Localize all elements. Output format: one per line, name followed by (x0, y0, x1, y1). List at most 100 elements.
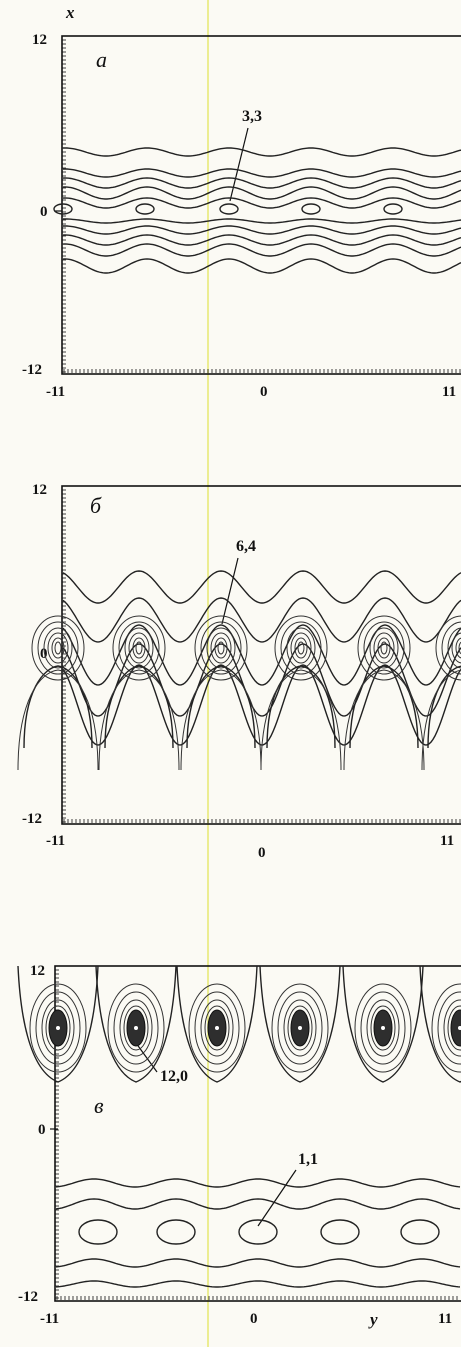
vortex-contour (41, 999, 75, 1057)
panel-b-contours (17, 570, 461, 771)
contour-line (62, 234, 461, 246)
panel-b-xtick-left: -11 (46, 833, 65, 849)
vortex-contour (128, 632, 150, 664)
vortex-contour (200, 999, 234, 1057)
outer-contour (419, 965, 461, 1083)
contour-island (78, 1219, 118, 1245)
vortex-contour (54, 641, 62, 655)
arch-contour (266, 665, 336, 749)
contour-island (53, 203, 73, 215)
panel-b: б 12 0 -12 -11 0 11 6,4 (17, 482, 461, 861)
outer-contour (95, 965, 177, 1083)
vortex-contour (200, 621, 242, 675)
panel-b-xtick-right: 11 (440, 833, 454, 849)
vortex-contour (441, 621, 461, 675)
vortex-contour (217, 641, 225, 655)
panel-a-letter: а (96, 47, 107, 72)
panel-c-frame (54, 965, 461, 1302)
contour-line (62, 570, 461, 604)
vortex-contour (123, 1005, 149, 1051)
vortex-contour (47, 632, 69, 664)
panel-c: в 12 0 -12 -11 0 y 11 12,0 1,1 (17, 963, 461, 1329)
arch-contour (186, 665, 256, 749)
contour-line (62, 597, 461, 643)
contour-line (62, 186, 461, 200)
vortex-contour (206, 627, 236, 669)
vortex-contour (431, 983, 461, 1073)
panel-a-contours (53, 147, 461, 274)
panel-c-xtick-mid: 0 (250, 1311, 258, 1327)
contour-line (55, 1178, 461, 1188)
vortex-contour (43, 627, 73, 669)
contour-island (238, 1219, 278, 1245)
vortex-core (450, 1009, 461, 1047)
arch-contour (343, 669, 425, 771)
panel-a-ylabel: x (65, 3, 75, 22)
vortex-contour (274, 615, 328, 681)
vortex-contour (373, 632, 395, 664)
contour-line (62, 243, 461, 257)
vortex-contour (280, 621, 322, 675)
vortex-contour (31, 615, 85, 681)
panel-a: x а 12 0 -12 -11 0 11 3,3 (22, 3, 461, 400)
panel-c-xtick-right: 11 (438, 1311, 452, 1327)
vortex-contour (369, 627, 399, 669)
contour-line (63, 225, 461, 235)
vortex-contour (45, 1005, 71, 1051)
panel-a-annotation: 3,3 (242, 108, 262, 125)
vortex-contour (113, 991, 159, 1065)
panel-c-ytick-top: 12 (30, 963, 45, 979)
panel-b-leader (221, 557, 239, 625)
vortex-center (298, 1026, 302, 1030)
outer-contour (342, 965, 424, 1083)
outer-contour (176, 965, 258, 1083)
contour-line (62, 197, 461, 209)
contour-line (63, 218, 461, 224)
vortex-contour (447, 627, 461, 669)
panel-c-xtick-left: -11 (40, 1311, 59, 1327)
arch-contour (104, 665, 174, 749)
vortex-contour (287, 1005, 313, 1051)
vortex-contour (437, 991, 461, 1065)
contour-island (383, 203, 403, 215)
vortex-contour (277, 991, 323, 1065)
vortex-contour (377, 637, 391, 659)
contour-line (55, 1258, 461, 1268)
vortex-contour (188, 983, 246, 1073)
vortex-contour (35, 991, 81, 1065)
vortex-contour (458, 641, 461, 655)
panel-a-frame (61, 35, 461, 375)
vortex-contour (354, 983, 412, 1073)
vortex-contour (118, 621, 160, 675)
panel-b-letter: б (90, 493, 102, 518)
vortex-contour (124, 627, 154, 669)
panel-a-ytick-top: 12 (32, 32, 47, 48)
contour-island (320, 1219, 360, 1245)
arch-contour (349, 665, 419, 749)
panel-c-contours (17, 965, 461, 1288)
contour-island (156, 1219, 196, 1245)
panel-b-ytick-top: 12 (32, 482, 47, 498)
vortex-contour (194, 991, 240, 1065)
vortex-contour (112, 615, 166, 681)
vortex-contour (283, 999, 317, 1057)
vortex-contour (380, 641, 388, 655)
contour-line (55, 1198, 461, 1210)
contour-island (135, 203, 155, 215)
contour-line (63, 147, 461, 157)
vortex-contour (370, 1005, 396, 1051)
panel-b-ytick-bottom: -12 (22, 811, 42, 827)
vortex-contour (271, 983, 329, 1073)
vortex-contour (286, 627, 316, 669)
vortex-contour (294, 637, 308, 659)
arch-contour (23, 665, 93, 749)
vortex-contour (210, 632, 232, 664)
contour-line (62, 258, 461, 274)
arch-contour (260, 669, 342, 771)
vortex-contour (194, 615, 248, 681)
contour-line (55, 1280, 461, 1288)
vortex-contour (135, 641, 143, 655)
vortex-contour (119, 999, 153, 1057)
panel-b-xtick-mid: 0 (258, 845, 266, 861)
vortex-center (458, 1026, 461, 1030)
